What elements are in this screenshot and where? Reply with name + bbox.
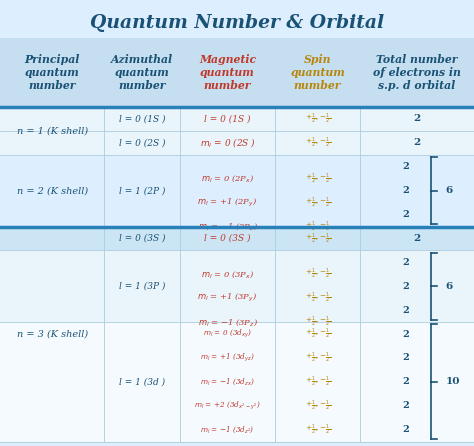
Text: 2: 2 [413, 115, 421, 124]
Text: +$\frac{1}{2}$, $-\frac{1}{2}$: +$\frac{1}{2}$, $-\frac{1}{2}$ [304, 375, 331, 389]
Text: 2: 2 [402, 401, 409, 410]
Text: $m_l$ = 0 (2P$_x$): $m_l$ = 0 (2P$_x$) [201, 173, 254, 184]
Text: Principal
quantum
number: Principal quantum number [25, 54, 80, 91]
Text: +$\frac{1}{2}$, $-\frac{1}{2}$: +$\frac{1}{2}$, $-\frac{1}{2}$ [304, 172, 331, 186]
Text: 2: 2 [402, 306, 409, 314]
Text: +$\frac{1}{2}$, $-\frac{1}{2}$: +$\frac{1}{2}$, $-\frac{1}{2}$ [304, 136, 331, 150]
Text: $m_l$ = +2 (3d$_{x^2-y^2}$): $m_l$ = +2 (3d$_{x^2-y^2}$) [194, 400, 261, 412]
Text: +$\frac{1}{2}$, $-\frac{1}{2}$: +$\frac{1}{2}$, $-\frac{1}{2}$ [304, 195, 331, 210]
Text: 2: 2 [402, 425, 409, 434]
Text: n = 2 (K shell): n = 2 (K shell) [17, 186, 88, 195]
Text: l = 1 (2P ): l = 1 (2P ) [119, 186, 165, 195]
Text: 2: 2 [402, 186, 409, 195]
Text: $m_l$ = +1 (2P$_y$): $m_l$ = +1 (2P$_y$) [197, 197, 258, 209]
Text: $m_l$ = 0 (3d$_{xy}$): $m_l$ = 0 (3d$_{xy}$) [203, 328, 252, 340]
Text: 2: 2 [402, 282, 409, 291]
Text: +$\frac{1}{2}$, $-\frac{1}{2}$: +$\frac{1}{2}$, $-\frac{1}{2}$ [304, 422, 331, 437]
Bar [0, 250, 474, 322]
Text: l = 0 (3S ): l = 0 (3S ) [204, 234, 251, 243]
Text: +$\frac{1}{2}$, $-\frac{1}{2}$: +$\frac{1}{2}$, $-\frac{1}{2}$ [304, 399, 331, 413]
Text: n = 3 (K shell): n = 3 (K shell) [17, 330, 88, 339]
Text: $m_l$ = +1 (3d$_{yz}$): $m_l$ = +1 (3d$_{yz}$) [200, 352, 255, 364]
Text: 2: 2 [402, 210, 409, 219]
Text: l = 0 (2S ): l = 0 (2S ) [119, 138, 165, 147]
Text: 2: 2 [402, 162, 409, 171]
Text: n = 1 (K shell): n = 1 (K shell) [17, 126, 88, 136]
Text: l = 1 (3P ): l = 1 (3P ) [119, 282, 165, 291]
Text: 2: 2 [402, 330, 409, 339]
Text: $m_l$ = +1 (3P$_y$): $m_l$ = +1 (3P$_y$) [197, 292, 258, 304]
Text: 2: 2 [402, 258, 409, 267]
Text: l = 0 (1S ): l = 0 (1S ) [119, 115, 165, 124]
Text: Azimuthal
quantum
number: Azimuthal quantum number [111, 54, 173, 91]
Text: +$\frac{1}{2}$, $-\frac{1}{2}$: +$\frac{1}{2}$, $-\frac{1}{2}$ [304, 291, 331, 306]
Text: $m_l$ = $-$1 (3P$_z$): $m_l$ = $-$1 (3P$_z$) [198, 317, 257, 327]
Text: 10: 10 [446, 377, 460, 386]
Text: l = 0 (1S ): l = 0 (1S ) [204, 115, 251, 124]
Text: +$\frac{1}{2}$, $-\frac{1}{2}$: +$\frac{1}{2}$, $-\frac{1}{2}$ [304, 267, 331, 281]
Text: 6: 6 [446, 282, 453, 291]
Bar [0, 155, 474, 227]
Text: +$\frac{1}{2}$, $-\frac{1}{2}$: +$\frac{1}{2}$, $-\frac{1}{2}$ [304, 351, 331, 365]
Text: 2: 2 [402, 377, 409, 386]
Text: Spin
quantum
number: Spin quantum number [290, 54, 345, 91]
Text: $m_l$ = $-$1 (2P$_z$): $m_l$ = $-$1 (2P$_z$) [198, 221, 257, 232]
Text: $m_l$ = 0 (2S ): $m_l$ = 0 (2S ) [200, 136, 255, 149]
Text: $m_l$ = 0 (3P$_x$): $m_l$ = 0 (3P$_x$) [201, 269, 254, 280]
Text: Magnetic
quantum
number: Magnetic quantum number [199, 54, 256, 91]
Text: Quantum Number & Orbital: Quantum Number & Orbital [90, 14, 384, 32]
Text: $m_l$ = $-$1 (3d$_{z^2}$): $m_l$ = $-$1 (3d$_{z^2}$) [201, 425, 255, 435]
Text: +$\frac{1}{2}$, $-\frac{1}{2}$: +$\frac{1}{2}$, $-\frac{1}{2}$ [304, 315, 331, 329]
Bar [0, 227, 474, 250]
Text: 2: 2 [413, 234, 421, 243]
Text: 2: 2 [413, 138, 421, 147]
Text: 2: 2 [402, 353, 409, 363]
Text: $m_l$ = $-$1 (3d$_{zx}$): $m_l$ = $-$1 (3d$_{zx}$) [200, 376, 255, 387]
Bar [0, 322, 474, 442]
Text: 6: 6 [446, 186, 453, 195]
Bar [0, 131, 474, 155]
FancyBboxPatch shape [0, 38, 474, 107]
Text: +$\frac{1}{2}$, $-\frac{1}{2}$: +$\frac{1}{2}$, $-\frac{1}{2}$ [304, 112, 331, 126]
Text: Total number
of electrons in
s.p. d orbital: Total number of electrons in s.p. d orbi… [373, 54, 461, 91]
Text: l = 1 (3d ): l = 1 (3d ) [119, 377, 165, 386]
Text: +$\frac{1}{2}$, $-\frac{1}{2}$: +$\frac{1}{2}$, $-\frac{1}{2}$ [304, 327, 331, 341]
Text: +$\frac{1}{2}$, $-\frac{1}{2}$: +$\frac{1}{2}$, $-\frac{1}{2}$ [304, 231, 331, 246]
Text: l = 0 (3S ): l = 0 (3S ) [119, 234, 165, 243]
Bar [0, 107, 474, 131]
Text: +$\frac{1}{2}$, $-\frac{1}{2}$: +$\frac{1}{2}$, $-\frac{1}{2}$ [304, 219, 331, 234]
